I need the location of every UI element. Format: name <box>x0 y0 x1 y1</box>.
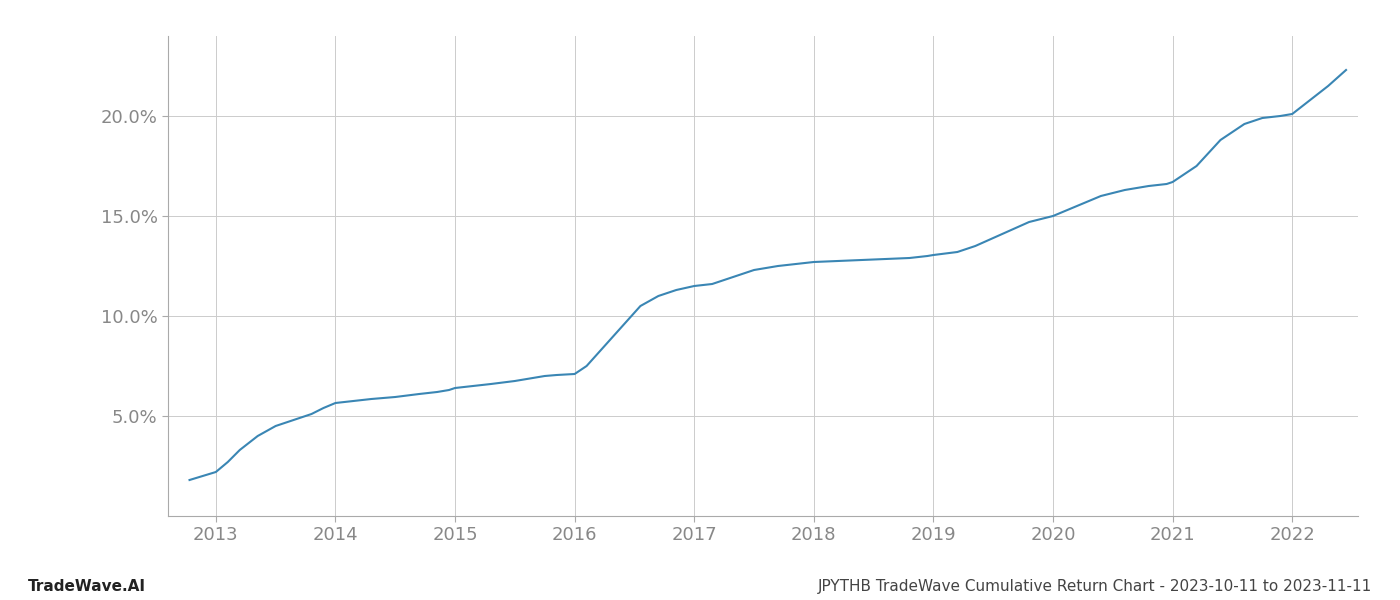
Text: JPYTHB TradeWave Cumulative Return Chart - 2023-10-11 to 2023-11-11: JPYTHB TradeWave Cumulative Return Chart… <box>818 579 1372 594</box>
Text: TradeWave.AI: TradeWave.AI <box>28 579 146 594</box>
